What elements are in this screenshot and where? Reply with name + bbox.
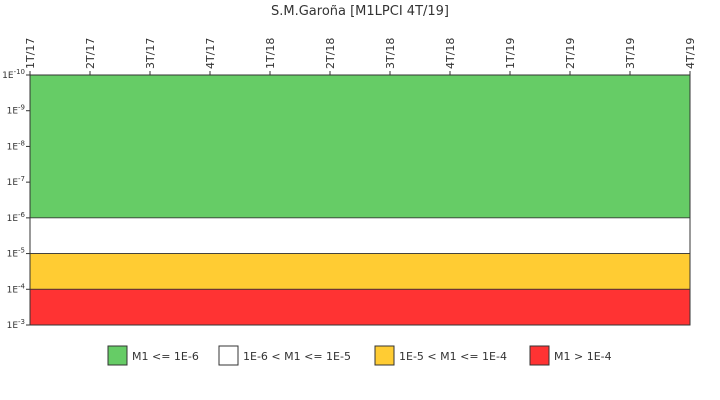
legend: M1 <= 1E-6 1E-6 < M1 <= 1E-5 1E-5 < M1 <= …	[107, 345, 612, 366]
x-tick-label: 4T/19	[684, 38, 697, 69]
x-tick-label: 1T/18	[264, 38, 277, 69]
legend-label-3: M1 > 1E-4	[554, 350, 612, 363]
x-tick-label: 3T/19	[624, 38, 637, 69]
band-layer	[29, 74, 691, 326]
x-tick-label: 4T/17	[204, 38, 217, 69]
y-tick-label: 1E-10	[2, 68, 25, 81]
y-tick-label: 1E-3	[7, 318, 25, 331]
x-tick-label: 2T/17	[84, 38, 97, 69]
x-axis: 1T/17 2T/17 3T/17 4T/17 1T/18 2T/18 3T/18 4T/18…	[24, 38, 697, 75]
x-tick-label: 4T/18	[444, 38, 457, 69]
legend-swatch-1	[218, 345, 239, 366]
legend-swatch-3	[529, 345, 550, 366]
legend-swatch-2	[374, 345, 395, 366]
band-0	[29, 74, 691, 219]
x-tick-label: 3T/17	[144, 38, 157, 69]
x-tick-label: 3T/18	[384, 38, 397, 69]
legend-label-0: M1 <= 1E-6	[132, 350, 199, 363]
y-tick-label: 1E-9	[7, 104, 25, 117]
band-1	[29, 217, 691, 254]
y-axis: 1E-10 1E-9 1E-8 1E-7 1E-6 1E-5 1E-4 1E-3	[2, 68, 30, 331]
y-tick-label: 1E-7	[7, 175, 25, 188]
legend-label-2: 1E-5 < M1 <= 1E-4	[399, 350, 507, 363]
y-tick-label: 1E-8	[7, 139, 25, 152]
y-tick-label: 1E-4	[7, 282, 26, 295]
band-3	[29, 288, 691, 326]
chart-title: S.M.Garoña [M1LPCI 4T/19]	[271, 4, 449, 19]
y-tick-label: 1E-5	[7, 247, 25, 260]
x-tick-label: 2T/19	[564, 38, 577, 69]
y-tick-label: 1E-6	[7, 211, 26, 224]
x-tick-label: 2T/18	[324, 38, 337, 69]
x-tick-label: 1T/19	[504, 38, 517, 69]
legend-label-1: 1E-6 < M1 <= 1E-5	[243, 350, 351, 363]
legend-swatch-0	[107, 345, 128, 366]
band-2	[29, 253, 691, 290]
plot-border	[29, 74, 691, 326]
x-tick-label: 1T/17	[24, 38, 37, 69]
